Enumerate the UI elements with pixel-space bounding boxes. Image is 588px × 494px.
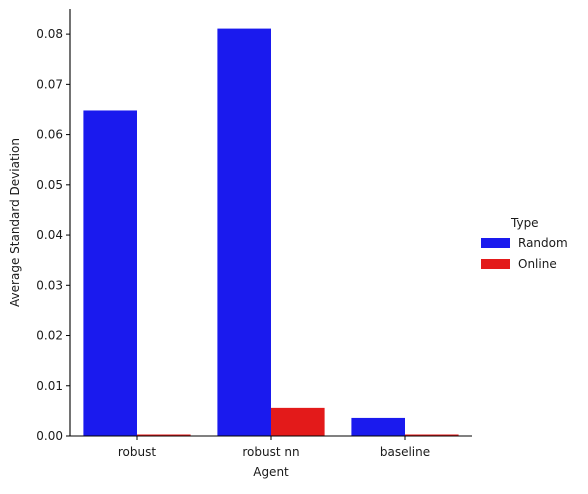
y-tick-label: 0.01 [36, 379, 63, 393]
x-axis-title: Agent [253, 465, 289, 479]
bar-random-robust-nn [217, 28, 271, 436]
x-axis-ticks: robust robust nn baseline [118, 436, 430, 459]
y-tick-label: 0.06 [36, 128, 63, 142]
y-tick-label: 0.02 [36, 329, 63, 343]
y-tick-label: 0.03 [36, 278, 63, 292]
bar-online-baseline [405, 434, 459, 436]
legend-swatch-random [481, 238, 510, 248]
bar-online-robust [137, 434, 191, 436]
y-tick-label: 0.08 [36, 27, 63, 41]
bar-random-robust [83, 110, 137, 437]
y-axis-title: Average Standard Deviation [8, 138, 22, 307]
y-axis-ticks: 0.00 0.01 0.02 0.03 0.04 0.05 0.06 0.07 0.08 [36, 27, 70, 443]
y-tick-label: 0.07 [36, 77, 63, 91]
x-tick-label: baseline [380, 445, 430, 459]
x-tick-label: robust [118, 445, 156, 459]
legend-label-online: Online [518, 257, 557, 271]
bar-random-baseline [351, 417, 405, 436]
legend-label-random: Random [518, 236, 568, 250]
bars [83, 28, 459, 437]
legend-swatch-online [481, 259, 510, 269]
y-tick-label: 0.05 [36, 178, 63, 192]
y-tick-label: 0.04 [36, 228, 63, 242]
bar-online-robust-nn [271, 407, 325, 436]
legend: Type Random Online [481, 216, 568, 271]
legend-title: Type [510, 216, 539, 230]
y-tick-label: 0.00 [36, 429, 63, 443]
x-tick-label: robust nn [242, 445, 299, 459]
